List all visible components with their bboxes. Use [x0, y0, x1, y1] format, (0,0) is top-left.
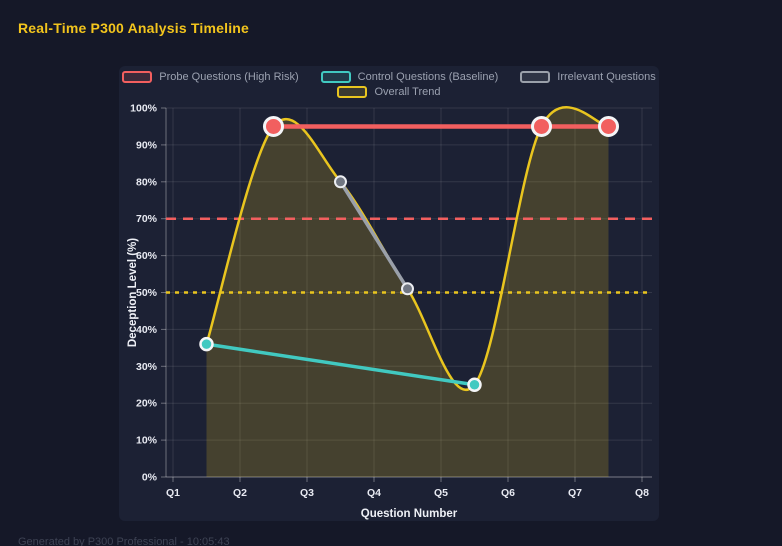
legend-swatch-icon — [320, 71, 351, 83]
control-point[interactable] — [467, 377, 482, 392]
legend-item-1[interactable]: Control Questions (Baseline) — [320, 71, 499, 83]
x-tick-label: Q5 — [434, 487, 448, 499]
y-tick-label: 0% — [142, 472, 158, 484]
legend-label: Irrelevant Questions — [557, 71, 656, 83]
x-tick-label: Q6 — [501, 487, 515, 499]
x-tick-label: Q3 — [300, 487, 314, 499]
footer-note: Generated by P300 Professional - 10:05:4… — [18, 536, 230, 546]
irrelevant-point[interactable] — [401, 282, 414, 296]
legend-label: Overall Trend — [374, 86, 441, 98]
y-tick-label: 90% — [136, 139, 158, 151]
page-title: Real-Time P300 Analysis Timeline — [18, 20, 250, 36]
legend-label: Probe Questions (High Risk) — [159, 71, 299, 83]
legend-label: Control Questions (Baseline) — [357, 71, 499, 83]
y-tick-label: 20% — [136, 398, 158, 410]
irrelevant-point[interactable] — [334, 175, 347, 189]
legend-swatch-icon — [520, 71, 551, 83]
x-tick-label: Q8 — [635, 487, 649, 499]
irrelevant-line — [338, 180, 410, 291]
y-tick-label: 80% — [136, 176, 158, 188]
x-tick-label: Q7 — [568, 487, 582, 499]
probe-point[interactable] — [531, 115, 552, 137]
legend-swatch-icon — [337, 86, 368, 98]
legend-item-3[interactable]: Overall Trend — [337, 86, 441, 98]
legend-item-0[interactable]: Probe Questions (High Risk) — [122, 71, 299, 83]
chart-legend: Probe Questions (High Risk) Control Quest… — [119, 71, 659, 98]
y-tick-label: 10% — [136, 435, 158, 447]
x-axis-title: Question Number — [361, 508, 458, 520]
y-tick-label: 30% — [136, 361, 158, 373]
x-tick-label: Q4 — [367, 487, 381, 499]
x-tick-label: Q2 — [233, 487, 247, 499]
probe-point[interactable] — [263, 115, 284, 137]
chart-panel: Probe Questions (High Risk) Control Quest… — [119, 66, 659, 521]
legend-swatch-icon — [122, 71, 153, 83]
x-tick-label: Q1 — [166, 487, 180, 499]
y-tick-label: 70% — [136, 213, 158, 225]
chart-canvas: 0% 10% 20% 30% 40% 50% 60% 70% 80% 90% 100% Q1 Q2 Q3 Q… — [127, 103, 652, 520]
y-tick-label: 50% — [136, 287, 158, 299]
y-tick-label: 100% — [130, 103, 158, 115]
control-line — [204, 342, 477, 387]
y-axis-title: Deception Level (%) — [127, 238, 139, 347]
legend-item-2[interactable]: Irrelevant Questions — [520, 71, 656, 83]
probe-point[interactable] — [598, 115, 619, 137]
y-tick-label: 40% — [136, 324, 158, 336]
control-point[interactable] — [199, 336, 214, 352]
y-tick-label: 60% — [136, 250, 158, 262]
